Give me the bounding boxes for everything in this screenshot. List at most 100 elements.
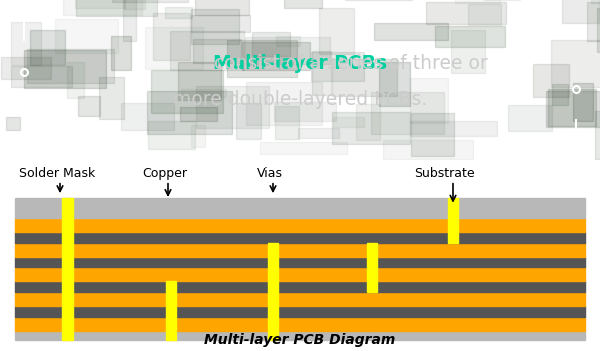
Bar [411,113,454,156]
Text: Vias: Vias [257,167,283,180]
Bar [274,102,336,121]
Bar [122,0,136,41]
Bar [99,77,124,119]
Bar [268,243,278,339]
Bar [379,62,410,106]
Bar [551,40,600,87]
Bar [469,5,500,25]
Bar [435,26,505,47]
Bar [148,121,195,149]
Bar [236,104,261,139]
Text: Multi-layer PCBs: Multi-layer PCBs [213,54,387,73]
Bar [533,64,569,97]
Text: more double-layered PCBs.: more double-layered PCBs. [173,90,427,108]
Bar [165,7,191,18]
Bar [356,104,380,140]
Bar [24,50,106,88]
Bar [15,317,585,331]
Bar [448,198,458,243]
Bar [245,37,331,64]
Bar [15,243,585,257]
Bar [196,86,269,128]
Bar [508,105,552,131]
Bar [587,2,600,41]
Bar [15,257,585,267]
Bar [548,88,596,126]
Bar [179,107,217,121]
Bar [5,117,20,130]
Bar [166,282,176,339]
Bar [426,2,506,24]
Bar [15,218,585,232]
Text: Substrate: Substrate [413,167,475,180]
Bar [1,57,51,79]
Bar [195,0,248,14]
Bar [251,32,290,57]
Bar [410,121,497,136]
Bar [332,112,410,144]
Bar [15,198,585,209]
Bar [371,92,444,134]
Bar [311,52,364,81]
Bar [15,232,585,243]
Bar [319,8,355,54]
Bar [275,106,299,139]
Bar [595,111,600,159]
Bar [62,198,73,339]
Text: Multi-layer PCB Diagram: Multi-layer PCB Diagram [205,333,395,347]
Text: Solder Mask: Solder Mask [19,167,95,180]
Bar [332,117,364,126]
Bar [11,66,72,87]
Text: consist of a series of three or: consist of a series of three or [112,54,488,73]
Bar [242,42,310,70]
Bar [15,282,585,292]
Bar [11,22,41,65]
Bar [546,91,600,127]
Bar [27,49,114,83]
Bar [367,243,377,292]
Bar [15,331,585,339]
Bar [312,51,331,94]
Bar [15,209,585,218]
Bar [191,15,250,32]
Bar [15,306,585,317]
Bar [597,8,600,52]
Bar [191,125,205,147]
Bar [55,19,118,53]
Bar [31,30,65,65]
Bar [153,13,190,60]
Bar [147,91,232,134]
Bar [151,69,223,113]
Bar [332,59,397,97]
Bar [246,82,322,125]
Bar [178,62,221,100]
Bar [181,89,226,97]
Bar [410,78,448,123]
Bar [67,62,83,98]
Bar [145,27,203,69]
Bar [76,0,157,16]
Bar [111,36,131,70]
Bar [451,29,485,73]
Bar [76,0,125,8]
Bar [553,84,568,105]
Bar [298,127,338,138]
Bar [260,142,347,154]
Bar [284,0,322,8]
Bar [15,267,585,282]
Bar [121,103,174,130]
Bar [374,24,448,40]
Bar [277,36,300,46]
Text: Copper: Copper [143,167,187,180]
Bar [383,140,473,159]
Bar [591,0,600,3]
Bar [15,292,585,306]
Bar [227,40,297,77]
Bar [455,0,500,3]
Bar [77,97,100,116]
Bar [170,31,244,70]
Bar [63,0,142,15]
Bar [112,0,188,2]
Bar [573,83,593,121]
Bar [124,0,145,9]
